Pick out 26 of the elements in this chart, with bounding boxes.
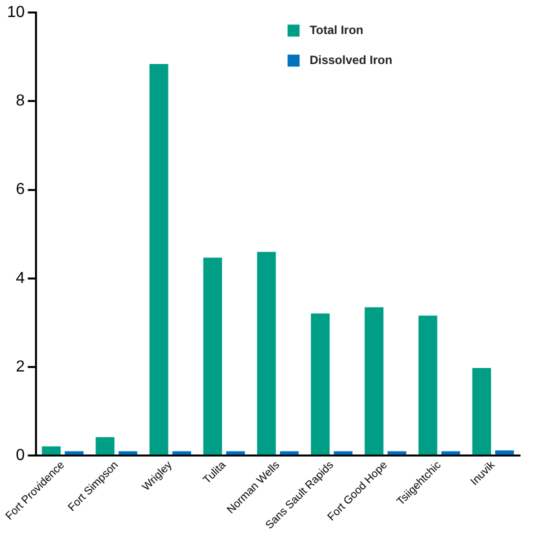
y-tick-label: 0 bbox=[16, 447, 25, 464]
bar bbox=[364, 307, 384, 455]
y-tick-label: 10 bbox=[7, 4, 25, 22]
bar bbox=[203, 258, 222, 455]
bar bbox=[334, 451, 353, 455]
bar bbox=[42, 446, 61, 455]
bar bbox=[96, 437, 114, 455]
legend-label: Total Iron bbox=[310, 22, 364, 37]
bar bbox=[418, 316, 438, 455]
bar bbox=[149, 64, 168, 455]
bar bbox=[257, 252, 276, 455]
y-tick-label: 6 bbox=[16, 181, 25, 198]
bar bbox=[172, 451, 192, 455]
bar bbox=[226, 451, 245, 455]
bar bbox=[388, 451, 406, 455]
legend-label: Dissolved Iron bbox=[310, 52, 392, 67]
y-tick-label: 2 bbox=[16, 358, 25, 376]
bar bbox=[441, 451, 460, 455]
y-tick-label: 8 bbox=[16, 92, 25, 110]
bar bbox=[472, 368, 492, 455]
y-tick-label: 4 bbox=[16, 270, 25, 287]
bar bbox=[495, 450, 514, 455]
bar bbox=[118, 451, 138, 455]
bar bbox=[64, 451, 84, 455]
bar bbox=[310, 313, 330, 455]
bar bbox=[280, 451, 299, 455]
